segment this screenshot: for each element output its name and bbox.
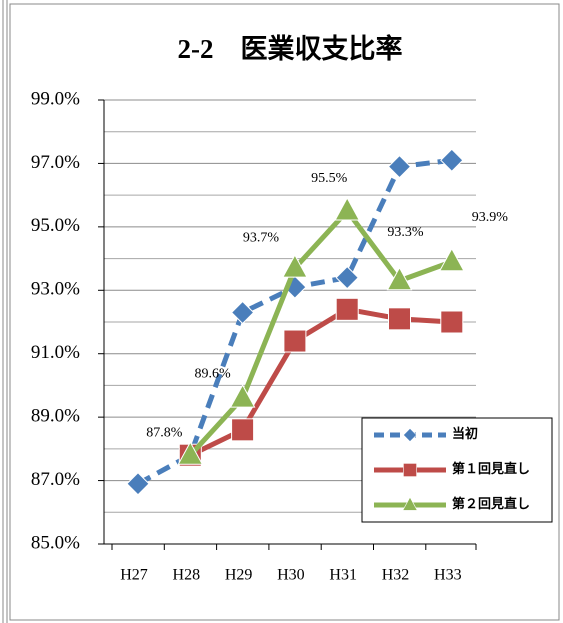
square-marker <box>440 310 464 334</box>
legend-marker <box>402 427 418 443</box>
y-tick-label: 99.0% <box>31 88 80 109</box>
square-marker <box>231 418 255 442</box>
data-label: 93.3% <box>387 225 424 240</box>
legend-marker <box>403 463 417 477</box>
triangle-marker <box>334 196 361 221</box>
chart-title: 2-2 医業収支比率 <box>178 33 403 64</box>
diamond-marker <box>387 154 412 179</box>
y-tick-label: 93.0% <box>31 279 80 300</box>
x-tick-label: H29 <box>225 567 253 584</box>
legend-label: 第２回見直し <box>452 496 530 511</box>
y-tick-label: 89.0% <box>31 406 80 427</box>
triangle-marker <box>282 254 308 278</box>
diamond-marker <box>126 472 150 496</box>
square-marker <box>283 329 307 353</box>
diamond-marker <box>335 265 359 290</box>
data-label: 95.5% <box>311 171 348 186</box>
x-tick-label: H32 <box>382 567 410 584</box>
x-tick-label: H33 <box>434 567 462 584</box>
legend-label: 第１回見直し <box>452 461 530 476</box>
plot: 87.8% 89.6% 93.7% 95.5% 93.3% 93.9% <box>126 148 509 496</box>
x-tick-label: H28 <box>173 567 201 584</box>
data-label: 89.6% <box>195 366 232 381</box>
triangle-marker <box>438 247 465 272</box>
x-tick-label: H31 <box>329 567 357 584</box>
diamond-marker <box>440 148 464 172</box>
square-marker <box>335 297 359 321</box>
triangle-marker <box>229 384 256 408</box>
y-tick-label: 87.0% <box>31 469 80 490</box>
legend-label: 当初 <box>452 426 478 441</box>
series-line <box>188 208 453 457</box>
chart-frame <box>9 3 560 621</box>
triangle-marker <box>386 266 413 291</box>
diamond-marker <box>230 300 255 325</box>
y-tick-label: 95.0% <box>31 215 80 236</box>
triangle-marker <box>177 441 204 465</box>
x-tick-label: H27 <box>120 567 148 584</box>
y-tick-label: 97.0% <box>31 152 80 173</box>
data-label: 93.7% <box>243 230 280 245</box>
legend-marker <box>402 496 418 511</box>
data-label: 93.9% <box>472 210 509 225</box>
y-tick-label: 85.0% <box>31 532 80 553</box>
data-label: 87.8% <box>146 425 183 440</box>
y-tick-label: 91.0% <box>31 342 80 363</box>
square-marker <box>388 307 411 331</box>
x-tick-label: H30 <box>277 567 305 584</box>
